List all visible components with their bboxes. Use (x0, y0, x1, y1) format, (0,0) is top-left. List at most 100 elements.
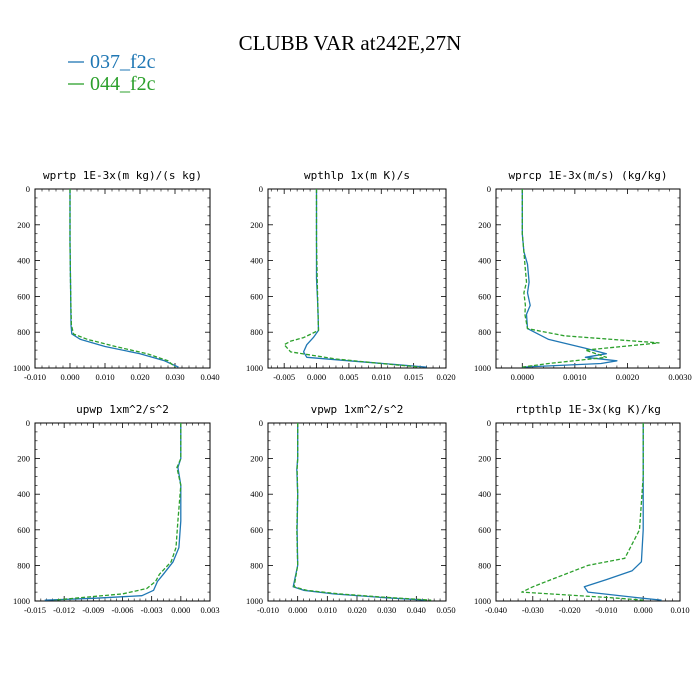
panel-2: wprcp 1E-3x(m/s) (kg/kg) 0.0000 0.0010 0.00… (474, 169, 692, 382)
y-tick-label: 400 (250, 256, 263, 266)
x-tick-label: -0.005 (273, 372, 295, 382)
x-tick-label: 0.003 (200, 605, 219, 615)
x-tick-label: -0.010 (257, 605, 279, 615)
y-tick-label: 200 (478, 454, 491, 464)
plot-frame (495, 422, 681, 602)
panel-title: wprtp 1E-3x(m kg)/(s kg) (43, 169, 202, 182)
x-tick-label: -0.015 (24, 605, 46, 615)
y-tick-label: 0 (259, 184, 263, 194)
x-tick-label: 0.010 (318, 605, 337, 615)
x-tick-label: 0.010 (95, 372, 114, 382)
x-tick-label: -0.010 (24, 372, 46, 382)
series-line-037_f2c (44, 423, 182, 601)
y-tick-label: 200 (17, 454, 30, 464)
y-tick-label: 0 (487, 184, 491, 194)
x-tick-label: 0.000 (60, 372, 79, 382)
x-tick-label: -0.020 (559, 605, 581, 615)
y-tick-label: 200 (250, 454, 263, 464)
series-line-044_f2c (293, 423, 432, 601)
x-tick-label: 0.005 (339, 372, 358, 382)
y-tick-label: 1000 (474, 363, 491, 373)
legend-label: 037_f2c (90, 51, 156, 73)
y-tick-label: 800 (250, 560, 263, 570)
x-tick-label: 0.0000 (511, 372, 534, 382)
x-tick-label: 0.020 (436, 372, 455, 382)
y-tick-label: 0 (26, 418, 30, 428)
y-tick-label: 600 (478, 291, 491, 301)
panel-5: rtpthlp 1E-3x(kg K)/kg -0.040 -0.030 -0.020… (474, 403, 690, 615)
x-tick-label: 0.040 (407, 605, 426, 615)
series-line-037_f2c (583, 423, 662, 601)
panels: wprtp 1E-3x(m kg)/(s kg) -0.010 0.000 0.010… (13, 169, 692, 615)
y-tick-label: 200 (478, 220, 491, 230)
x-tick-label: 0.020 (130, 372, 149, 382)
x-tick-label: -0.040 (485, 605, 507, 615)
y-tick-label: 800 (17, 560, 30, 570)
x-tick-label: 0.000 (634, 605, 653, 615)
x-tick-label: -0.012 (53, 605, 75, 615)
panel-title: vpwp 1xm^2/s^2 (311, 403, 404, 416)
y-tick-label: 0 (259, 418, 263, 428)
x-tick-label: 0.0030 (668, 372, 691, 382)
series-line-044_f2c (521, 189, 660, 368)
panel-title: wpthlp 1x(m K)/s (304, 169, 410, 182)
x-tick-label: 0.0010 (563, 372, 586, 382)
y-tick-label: 600 (250, 525, 263, 535)
x-tick-label: 0.020 (347, 605, 366, 615)
panel-4: vpwp 1xm^2/s^2 -0.010 0.000 0.010 0.020 0.030… (246, 403, 456, 615)
x-tick-label: -0.003 (141, 605, 163, 615)
y-tick-label: 400 (17, 489, 30, 499)
series-line-044_f2c (54, 423, 182, 601)
y-tick-label: 200 (250, 220, 263, 230)
y-tick-label: 1000 (246, 363, 263, 373)
y-tick-label: 1000 (474, 596, 491, 606)
panel-3: upwp 1xm^2/s^2 -0.015 -0.012 -0.009 -0.006 -0… (13, 403, 220, 615)
y-tick-label: 400 (478, 489, 491, 499)
series-line-037_f2c (302, 189, 427, 368)
series-line-044_f2c (521, 423, 644, 601)
y-tick-label: 0 (26, 184, 30, 194)
x-tick-label: 0.010 (670, 605, 689, 615)
x-tick-label: 0.000 (171, 605, 190, 615)
x-tick-label: -0.009 (82, 605, 104, 615)
plot-frame (34, 422, 211, 602)
x-tick-label: 0.040 (200, 372, 219, 382)
plot-frame (267, 422, 447, 602)
series-line-037_f2c (69, 189, 179, 368)
x-tick-label: 0.030 (165, 372, 184, 382)
series-line-037_f2c (292, 423, 426, 601)
plot-frame (495, 188, 681, 369)
x-tick-label: 0.015 (404, 372, 423, 382)
y-tick-label: 1000 (13, 596, 30, 606)
panel-1: wpthlp 1x(m K)/s -0.005 0.000 0.005 0.010 0.0… (246, 169, 456, 382)
series-line-037_f2c (521, 189, 618, 368)
y-tick-label: 800 (17, 327, 30, 337)
y-tick-label: 800 (478, 327, 491, 337)
panel-title: wprcp 1E-3x(m/s) (kg/kg) (509, 169, 668, 182)
panel-title: rtpthlp 1E-3x(kg K)/kg (515, 403, 661, 416)
x-tick-label: -0.030 (522, 605, 544, 615)
y-tick-label: 1000 (13, 363, 30, 373)
y-tick-label: 200 (17, 220, 30, 230)
y-tick-label: 400 (17, 256, 30, 266)
figure-title: CLUBB VAR at242E,27N (239, 31, 462, 55)
x-tick-label: -0.010 (595, 605, 617, 615)
x-tick-label: 0.010 (372, 372, 391, 382)
x-tick-label: 0.0020 (616, 372, 639, 382)
x-tick-label: 0.030 (377, 605, 396, 615)
series-line-044_f2c (69, 189, 176, 368)
y-tick-label: 400 (478, 256, 491, 266)
x-tick-label: 0.000 (307, 372, 326, 382)
y-tick-label: 600 (478, 525, 491, 535)
y-tick-label: 600 (17, 525, 30, 535)
y-tick-label: 1000 (246, 596, 263, 606)
y-tick-label: 0 (487, 418, 491, 428)
y-tick-label: 600 (17, 291, 30, 301)
x-tick-label: 0.050 (436, 605, 455, 615)
plot-frame (267, 188, 447, 369)
x-tick-label: -0.006 (112, 605, 134, 615)
x-tick-label: 0.000 (288, 605, 307, 615)
y-tick-label: 800 (250, 327, 263, 337)
y-tick-label: 600 (250, 291, 263, 301)
series-line-044_f2c (283, 189, 421, 368)
